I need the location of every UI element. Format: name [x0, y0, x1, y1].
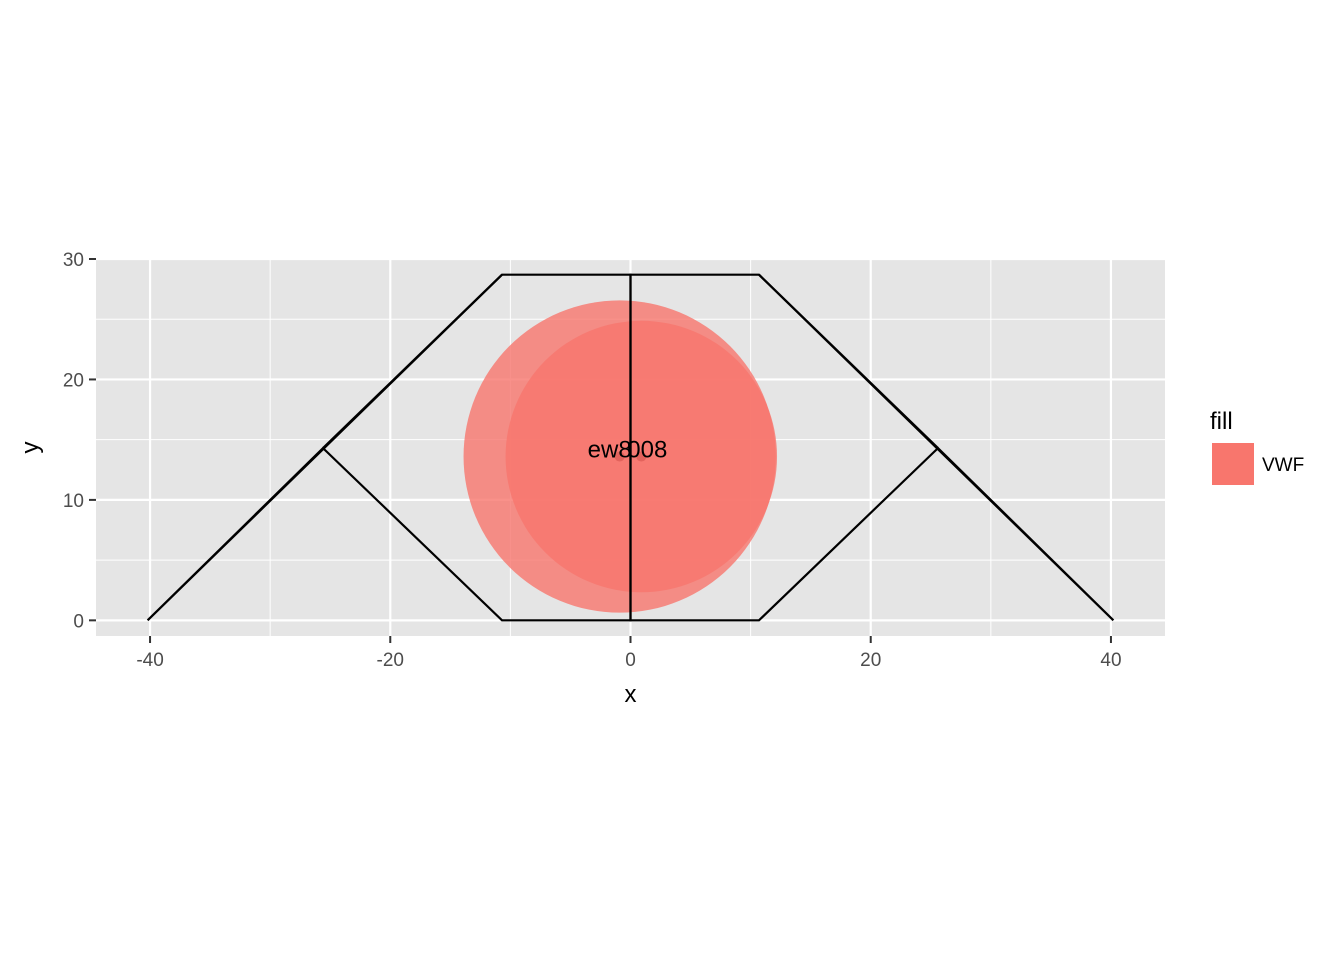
- x-tick-label: 40: [1100, 650, 1121, 671]
- outline-left-inner-link: [322, 273, 503, 449]
- x-tick-label: 20: [860, 650, 881, 671]
- point-center-2: [636, 451, 647, 462]
- outline-right-inner-link: [758, 273, 939, 449]
- outline-layer: [146, 273, 1115, 622]
- x-axis-title: x: [625, 681, 637, 708]
- y-tick-label: 0: [73, 611, 84, 632]
- x-tick-label: 0: [625, 650, 636, 671]
- legend-title: fill: [1210, 408, 1233, 435]
- y-tick-label: 10: [63, 491, 84, 512]
- x-tick-label: -40: [136, 650, 163, 671]
- legend-key-vwf: [1212, 443, 1254, 485]
- x-axis: -40 -20 0 20 40: [136, 636, 1122, 671]
- point-label-1: ew8: [588, 437, 632, 464]
- legend: fill VWF: [1210, 408, 1304, 485]
- point-center-1: [614, 451, 625, 462]
- y-axis: 0 10 20 30: [63, 250, 96, 632]
- point-label-2: 008: [627, 437, 667, 464]
- bubble-layer: [463, 300, 778, 613]
- y-axis-title: y: [17, 442, 44, 454]
- y-tick-label: 20: [63, 370, 84, 391]
- x-tick-label: -20: [377, 650, 404, 671]
- legend-label-vwf: VWF: [1262, 455, 1304, 476]
- y-tick-label: 30: [63, 250, 84, 271]
